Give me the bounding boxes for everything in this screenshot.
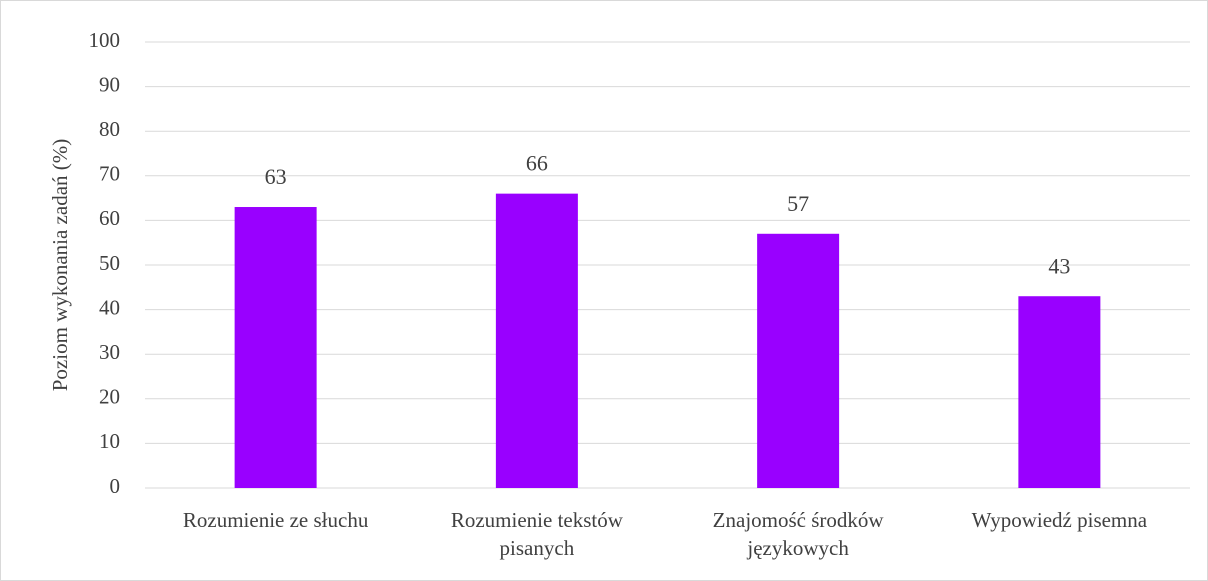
x-tick-label-line: Wypowiedź pisemna	[972, 508, 1148, 532]
y-tick-label: 20	[99, 385, 120, 409]
bar	[495, 193, 578, 488]
x-tick-label-line: Rozumienie tekstów	[451, 508, 624, 532]
data-label: 57	[787, 191, 809, 216]
bar	[1018, 296, 1101, 488]
y-tick-label: 60	[99, 206, 120, 230]
x-tick-label-line: Znajomość środków	[713, 508, 885, 532]
x-tick-label-line: pisanych	[500, 536, 575, 560]
bar	[757, 233, 840, 488]
y-tick-label: 100	[89, 28, 121, 52]
data-label: 63	[265, 164, 287, 189]
y-tick-label: 80	[99, 117, 120, 141]
y-tick-label: 70	[99, 162, 120, 186]
y-tick-label: 40	[99, 295, 120, 319]
y-tick-label: 90	[99, 72, 120, 96]
data-label: 43	[1048, 253, 1070, 278]
y-axis-label: Poziom wykonania zadań (%)	[48, 139, 72, 392]
y-tick-label: 30	[99, 340, 120, 364]
y-tick-label: 50	[99, 251, 120, 275]
bar	[234, 207, 317, 488]
x-tick-label: Rozumienie ze słuchu	[183, 508, 369, 532]
y-tick-label: 0	[110, 474, 121, 498]
x-tick-label: Rozumienie tekstów pisanych	[451, 508, 624, 560]
data-label: 66	[526, 151, 548, 176]
x-tick-label: Wypowiedź pisemna	[972, 508, 1148, 532]
y-tick-label: 10	[99, 429, 120, 453]
x-tick-label-line: językowych	[746, 536, 849, 560]
x-tick-label: Znajomość środków językowych	[713, 508, 885, 560]
x-tick-label-line: Rozumienie ze słuchu	[183, 508, 369, 532]
